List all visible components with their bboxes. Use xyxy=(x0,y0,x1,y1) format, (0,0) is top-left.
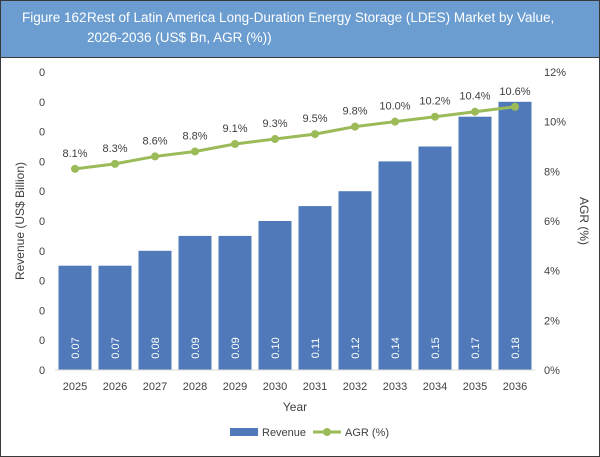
bar xyxy=(98,265,132,370)
bar xyxy=(258,221,292,370)
bar-data-label: 0.10 xyxy=(270,337,282,358)
bar-data-label: 0.14 xyxy=(390,337,402,358)
x-tick-label: 2033 xyxy=(383,381,407,393)
agr-point xyxy=(311,130,319,139)
left-tick-label: 0 xyxy=(39,216,45,228)
right-tick-label: 0% xyxy=(544,365,560,377)
x-tick-label: 2035 xyxy=(463,381,487,393)
x-tick-label: 2028 xyxy=(183,381,207,393)
figure-title: Rest of Latin America Long-Duration Ener… xyxy=(87,10,555,45)
agr-point xyxy=(151,152,159,161)
agr-point xyxy=(511,102,519,111)
y2-axis-title: AGR (%) xyxy=(577,197,591,245)
agr-point xyxy=(191,147,199,156)
agr-point xyxy=(231,140,239,149)
bar-data-label: 0.18 xyxy=(510,337,522,358)
bar-data-label: 0.07 xyxy=(110,337,122,358)
agr-data-label: 8.6% xyxy=(142,135,167,147)
y-axis-title: Revenue (US$ Billion) xyxy=(13,162,27,280)
bar-data-label: 0.11 xyxy=(310,338,322,359)
agr-point xyxy=(431,112,439,121)
bar xyxy=(378,161,412,370)
legend-agr-marker xyxy=(323,428,331,436)
agr-data-label: 10.6% xyxy=(499,86,530,98)
agr-data-label: 9.8% xyxy=(342,106,367,118)
bar-data-label: 0.17 xyxy=(470,337,482,358)
bar-data-label: 0.12 xyxy=(350,337,362,358)
x-tick-label: 2027 xyxy=(143,381,167,393)
agr-data-label: 8.3% xyxy=(102,143,127,155)
legend-agr-label: AGR (%) xyxy=(345,427,389,439)
bar-data-label: 0.09 xyxy=(190,337,202,358)
right-tick-label: 4% xyxy=(544,266,560,278)
figure-number: Figure 162 xyxy=(22,10,87,25)
left-tick-label: 0 xyxy=(39,186,45,198)
bar xyxy=(58,265,92,370)
x-tick-label: 2036 xyxy=(503,381,527,393)
x-tick-label: 2030 xyxy=(263,381,287,393)
bar-data-label: 0.07 xyxy=(70,337,82,358)
right-tick-label: 8% xyxy=(544,166,560,178)
left-tick-label: 0 xyxy=(39,365,45,377)
legend-revenue-label: Revenue xyxy=(262,427,306,439)
x-tick-label: 2029 xyxy=(223,381,247,393)
x-tick-label: 2032 xyxy=(343,381,367,393)
bar xyxy=(338,191,372,370)
left-tick-label: 0 xyxy=(39,335,45,347)
agr-point xyxy=(391,117,399,126)
agr-data-label: 10.0% xyxy=(379,101,410,113)
bar-data-label: 0.09 xyxy=(230,337,242,358)
agr-line xyxy=(74,105,516,171)
x-axis-title: Year xyxy=(283,400,307,414)
legend-revenue-swatch xyxy=(230,428,258,436)
right-tick-label: 6% xyxy=(544,216,560,228)
bar xyxy=(498,101,532,371)
right-tick-label: 2% xyxy=(544,315,560,327)
x-tick-label: 2026 xyxy=(103,381,127,393)
x-tick-label: 2031 xyxy=(303,381,327,393)
agr-point xyxy=(351,122,359,131)
agr-point xyxy=(471,107,479,116)
x-tick-label: 2025 xyxy=(63,381,87,393)
left-tick-label: 0 xyxy=(39,97,45,109)
left-tick-label: 0 xyxy=(39,67,45,79)
bar xyxy=(218,235,252,370)
agr-data-label: 9.1% xyxy=(222,123,247,135)
agr-data-label: 9.3% xyxy=(262,118,287,130)
left-tick-label: 0 xyxy=(39,127,45,139)
right-tick-label: 10% xyxy=(544,117,566,129)
bar xyxy=(298,206,332,370)
agr-point xyxy=(71,164,79,173)
figure-header: Figure 162 Rest of Latin America Long-Du… xyxy=(1,1,599,58)
agr-data-label: 10.4% xyxy=(459,91,490,103)
bar xyxy=(178,235,212,370)
left-tick-label: 0 xyxy=(39,305,45,317)
left-tick-label: 0 xyxy=(39,156,45,168)
bar xyxy=(418,146,452,370)
bar-data-label: 0.08 xyxy=(150,337,162,358)
chart: 0 0 0 0 0 0 0 0 0 0 0 0% 2% 4% 6% 8% 10% 12% 0.07 2025 0.07 2… xyxy=(13,67,591,439)
left-tick-label: 0 xyxy=(39,246,45,258)
right-tick-label: 12% xyxy=(544,67,566,79)
x-tick-label: 2034 xyxy=(423,381,447,393)
agr-data-label: 10.2% xyxy=(419,96,450,108)
agr-point xyxy=(271,135,279,144)
bar xyxy=(458,116,492,370)
agr-data-label: 9.5% xyxy=(302,113,327,125)
left-tick-label: 0 xyxy=(39,276,45,288)
agr-data-label: 8.8% xyxy=(182,130,207,142)
agr-point xyxy=(111,159,119,168)
bar xyxy=(138,250,172,370)
bar-data-label: 0.15 xyxy=(430,337,442,358)
agr-data-label: 8.1% xyxy=(62,148,87,160)
